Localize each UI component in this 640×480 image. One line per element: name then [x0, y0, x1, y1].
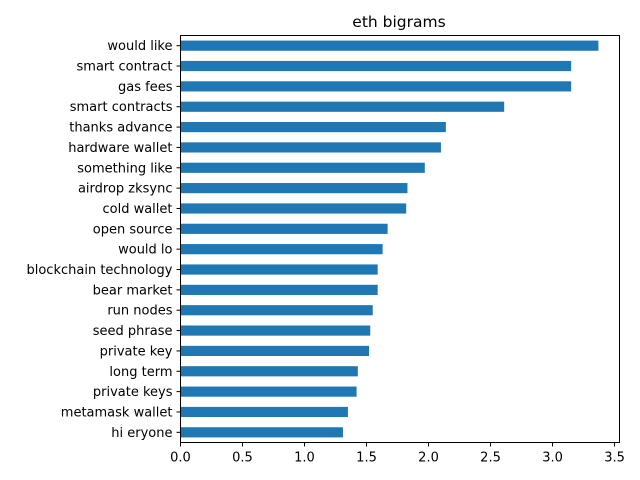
x-tick-label: 3.0: [542, 451, 563, 466]
bar: [180, 183, 408, 194]
y-tick-label: smart contract: [77, 60, 173, 75]
y-tick-label: smart contracts: [70, 100, 173, 115]
chart-title: eth bigrams: [352, 13, 445, 31]
y-tick-label: airdrop zksync: [78, 182, 173, 197]
bar: [180, 305, 373, 316]
y-tick-label: hi eryone: [111, 426, 172, 441]
bar: [180, 162, 425, 173]
bar: [180, 366, 358, 377]
bar: [180, 203, 407, 214]
y-tick-label: hardware wallet: [68, 141, 172, 156]
y-tick-label: would lo: [118, 243, 172, 258]
y-tick-label: bear market: [93, 283, 173, 298]
y-tick-label: would like: [107, 39, 172, 54]
x-tick-label: 2.5: [480, 451, 501, 466]
bar: [180, 264, 378, 275]
x-tick-label: 1.0: [294, 451, 315, 466]
bar: [180, 406, 348, 418]
x-tick-label: 3.5: [604, 451, 625, 466]
y-tick-label: seed phrase: [93, 324, 173, 339]
bar: [180, 284, 378, 295]
x-ticks: 0.0 0.5 1.0 1.5 2.0 2.5 3.0 3.5: [170, 442, 625, 466]
y-tick-label: run nodes: [107, 304, 172, 319]
bar: [180, 223, 388, 234]
y-tick-label: gas fees: [118, 80, 173, 95]
bar: [180, 427, 343, 438]
bar: [180, 40, 599, 51]
y-tick-label: cold wallet: [102, 202, 172, 217]
bar: [180, 386, 357, 397]
bar: [180, 60, 572, 72]
y-tick-label: metamask wallet: [61, 405, 173, 420]
x-tick-label: 2.0: [418, 451, 439, 466]
x-tick-label: 0.5: [232, 451, 253, 466]
bar: [180, 101, 505, 112]
y-tick-label: private keys: [93, 385, 173, 400]
x-tick-label: 0.0: [170, 451, 191, 466]
y-tick-label: private key: [100, 344, 173, 359]
y-tick-label: something like: [77, 161, 172, 176]
x-tick-label: 1.5: [356, 451, 377, 466]
y-tick-label: blockchain technology: [26, 263, 172, 278]
bar: [180, 325, 371, 336]
y-tick-label: open source: [93, 222, 173, 237]
bar: [180, 142, 441, 153]
bar: [180, 121, 446, 133]
y-tick-labels: would like smart contract gas fees smart co…: [26, 39, 181, 441]
bar: [180, 345, 369, 357]
bars-group: [180, 40, 599, 438]
plot-frame: [180, 35, 620, 443]
y-tick-label: thanks advance: [69, 121, 172, 136]
bar: [180, 244, 383, 255]
bar: [180, 81, 572, 92]
y-tick-label: long term: [109, 365, 172, 380]
